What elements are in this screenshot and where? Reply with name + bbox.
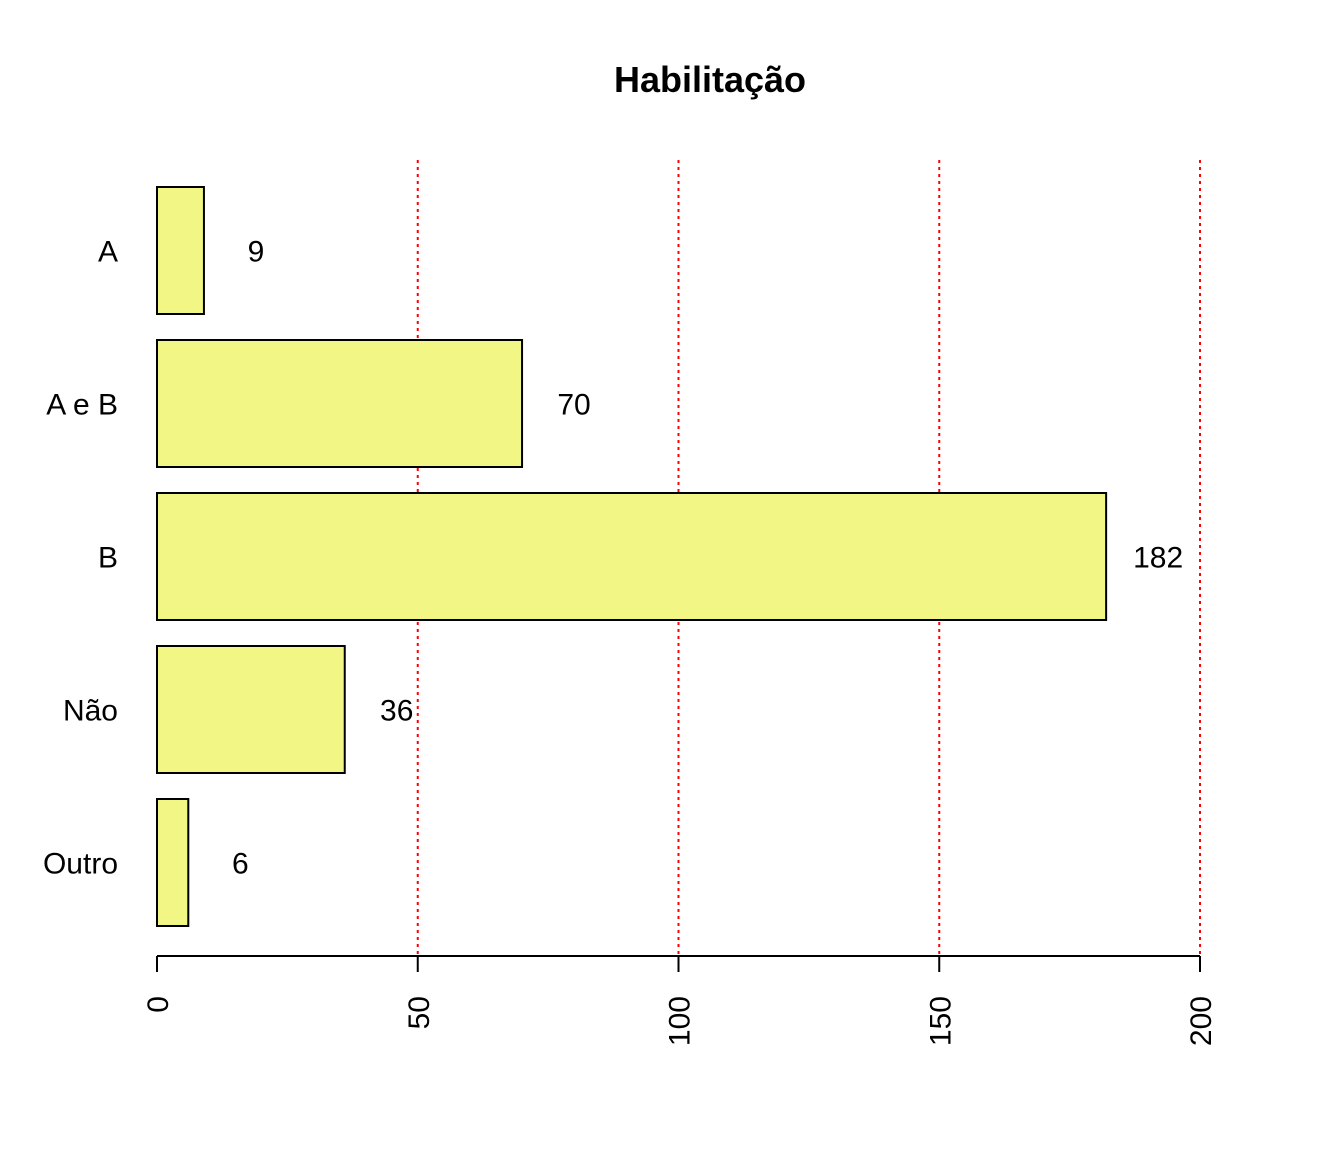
x-tick-label-100: 100 [664,996,697,1046]
value-label-2: 182 [1133,542,1183,575]
category-label-4: Outro [43,848,118,881]
category-label-0: A [98,236,118,269]
bars: A 9 A e B 70 B 182 Não 36 Outro 6 [43,186,1183,927]
chart-title: Habilitação [614,59,806,100]
value-label-3: 36 [380,695,413,728]
bar-2 [156,492,1108,621]
x-tick-label-50: 50 [403,996,436,1029]
bar-4 [156,798,190,927]
x-tick-label-200: 200 [1185,996,1218,1046]
category-label-3: Não [63,695,118,728]
category-label-2: B [98,542,118,575]
value-label-1: 70 [557,389,590,422]
bar-1 [156,339,524,468]
category-label-1: A e B [46,389,118,422]
value-label-4: 6 [232,848,249,881]
value-label-0: 9 [248,236,265,269]
bar-3 [156,645,346,774]
bar-0 [156,186,205,315]
x-tick-label-0: 0 [142,996,175,1013]
x-axis: 0 50 100 150 200 [142,955,1218,1046]
x-tick-label-150: 150 [924,996,957,1046]
